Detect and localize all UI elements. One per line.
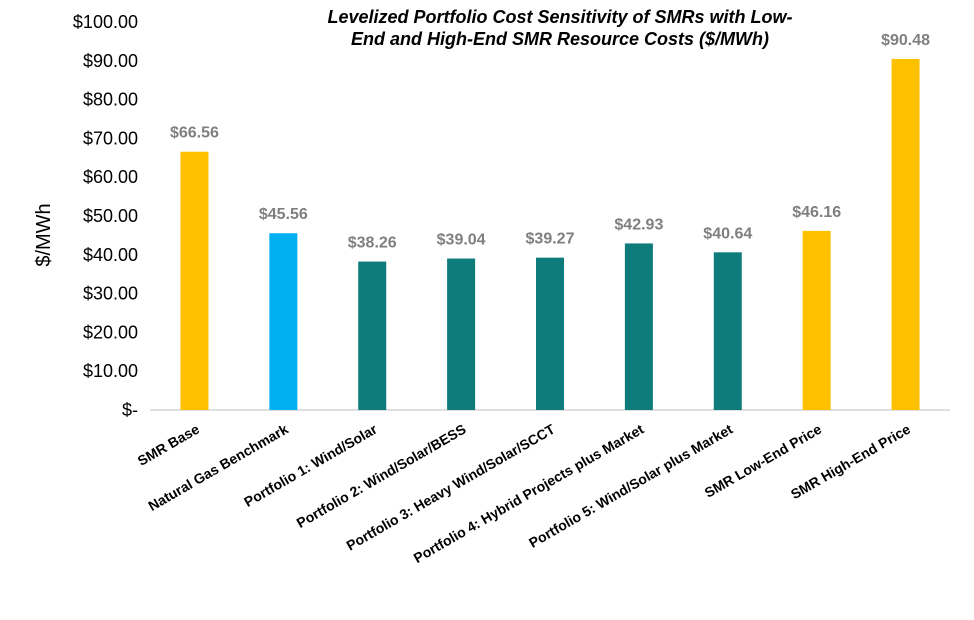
x-tick-label: Portfolio 2: Wind/Solar/BESS (294, 421, 469, 531)
chart-title: Levelized Portfolio Cost Sensitivity of … (250, 6, 870, 50)
y-tick-label: $80.00 (83, 90, 138, 110)
x-tick-label: Natural Gas Benchmark (145, 421, 291, 514)
bar (536, 257, 564, 410)
bar (713, 252, 742, 410)
data-label: $66.56 (170, 125, 219, 142)
y-tick-label: $90.00 (83, 51, 138, 71)
data-label: $42.93 (614, 216, 663, 233)
bar (180, 151, 209, 410)
data-label: $46.16 (792, 204, 841, 221)
bar (269, 233, 298, 410)
x-tick-label: SMR Base (135, 421, 202, 469)
y-tick-label: $30.00 (83, 284, 138, 304)
bar (891, 58, 920, 411)
chart-title-line-2: End and High-End SMR Resource Costs ($/M… (350, 29, 769, 49)
y-tick-label: $20.00 (83, 322, 138, 342)
y-tick-label: $- (122, 400, 138, 420)
y-tick-label: $60.00 (83, 167, 138, 187)
data-label: $39.27 (526, 231, 575, 248)
data-label: $90.48 (881, 32, 930, 49)
chart-title-line-1: Levelized Portfolio Cost Sensitivity of … (327, 7, 793, 27)
bar (802, 230, 831, 410)
y-tick-label: $50.00 (83, 206, 138, 226)
bar (447, 258, 476, 410)
data-label: $39.04 (437, 232, 486, 249)
y-tick-label: $10.00 (83, 361, 138, 381)
data-label: $38.26 (348, 235, 397, 252)
bar (358, 261, 387, 410)
data-label: $40.64 (703, 225, 752, 242)
data-label: $45.56 (259, 206, 308, 223)
y-tick-label: $70.00 (83, 128, 138, 148)
y-tick-label: $40.00 (83, 245, 138, 265)
bar (624, 243, 653, 410)
y-tick-label: $100.00 (73, 12, 138, 32)
